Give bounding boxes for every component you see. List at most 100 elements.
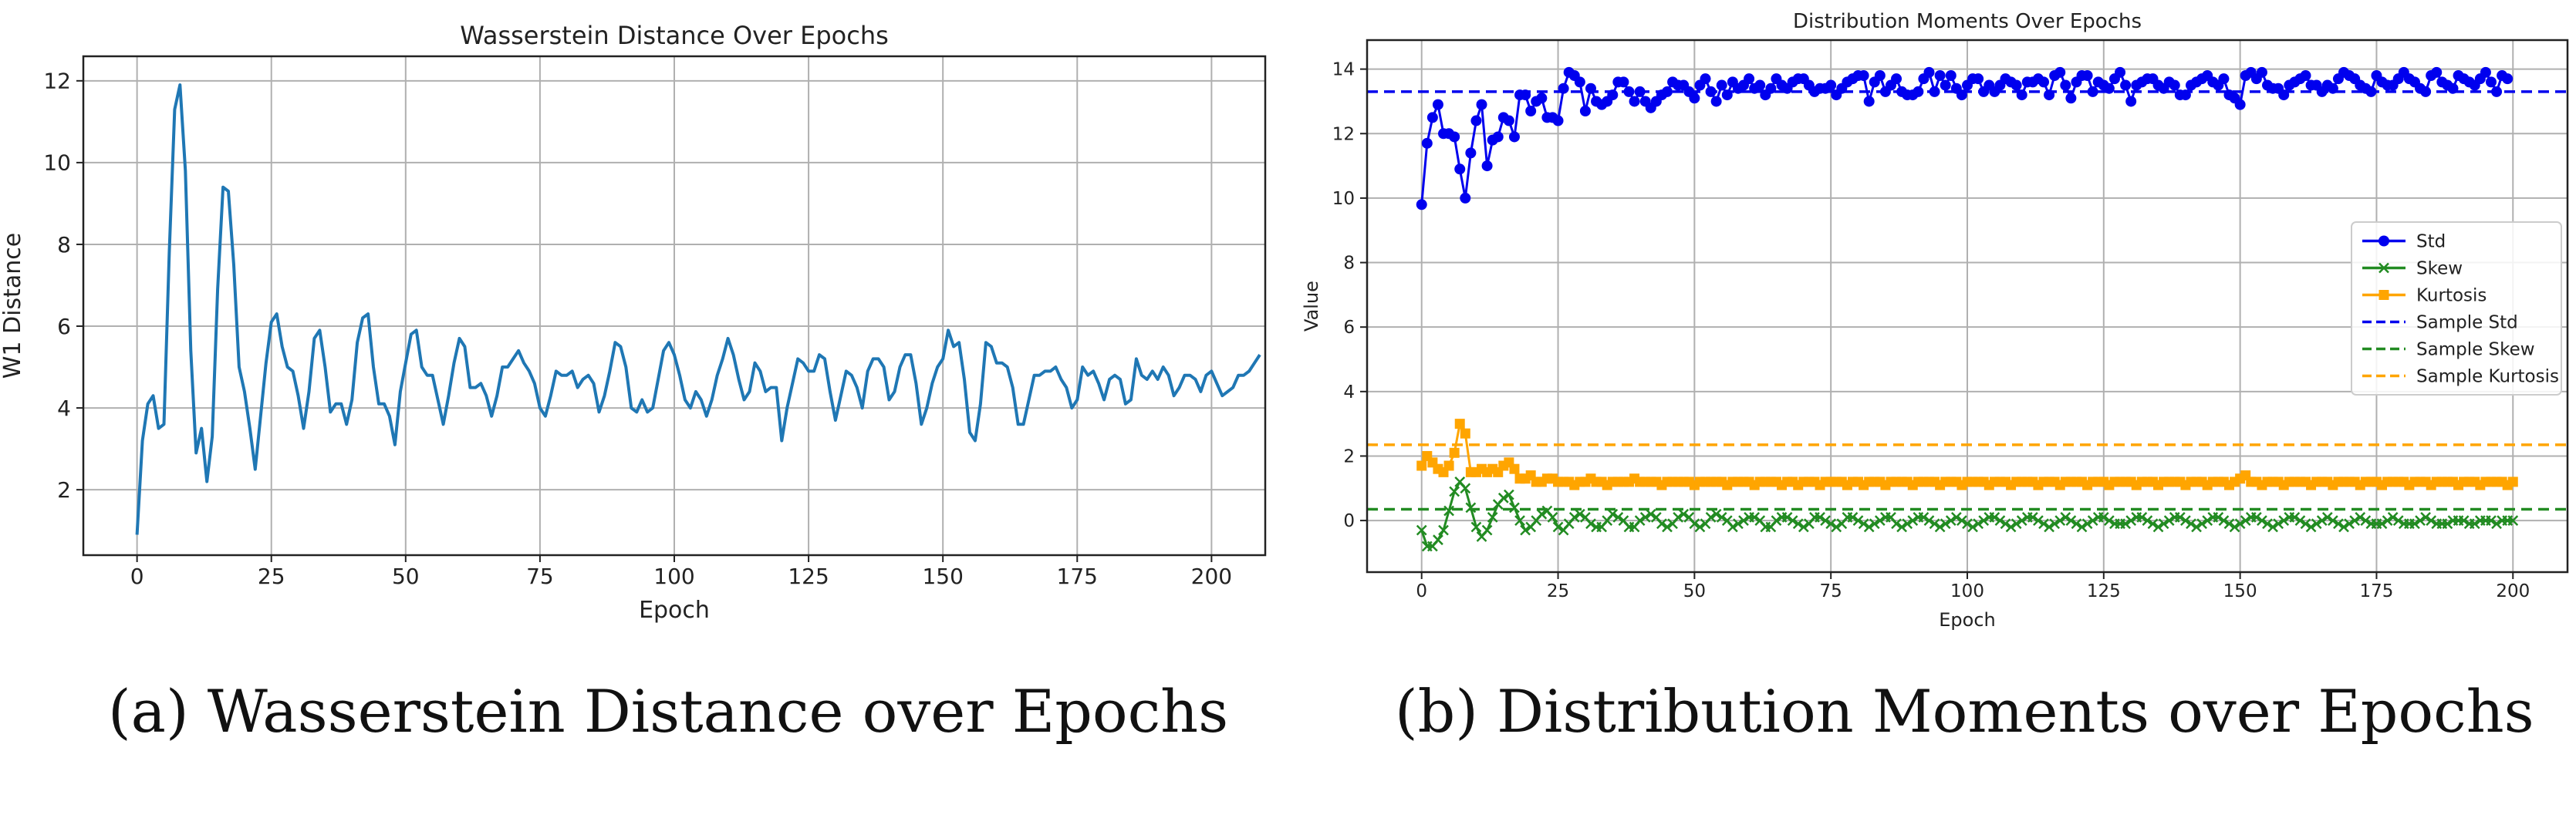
data-point — [2115, 66, 2126, 78]
data-point — [2355, 512, 2366, 523]
data-point — [1891, 518, 1902, 530]
data-point — [1863, 521, 1875, 533]
data-point — [2223, 518, 2235, 530]
data-point — [2054, 515, 2066, 526]
data-point — [2360, 515, 2372, 526]
data-point — [2191, 521, 2202, 533]
series-1 — [135, 83, 1261, 535]
data-point — [1891, 73, 1902, 85]
data-point — [1662, 86, 1673, 97]
x-tick-label: 150 — [922, 564, 963, 589]
data-point — [2327, 515, 2338, 526]
data-point — [1449, 131, 1460, 143]
data-point — [2273, 518, 2284, 530]
data-point — [1673, 512, 1684, 523]
y-tick-label: 10 — [43, 150, 71, 176]
legend-label: Kurtosis — [2416, 286, 2487, 306]
x-tick-label: 50 — [392, 564, 420, 589]
x-tick-label: 200 — [1191, 564, 1232, 589]
x-tick-label: 75 — [526, 564, 554, 589]
data-point — [1863, 96, 1875, 107]
data-point — [2196, 518, 2208, 530]
data-point — [2186, 518, 2196, 530]
data-point — [2027, 512, 2038, 523]
data-point — [1508, 131, 1520, 143]
data-point — [2311, 518, 2322, 530]
legend-label: Sample Kurtosis — [2416, 367, 2559, 387]
data-point — [1754, 79, 1766, 91]
data-point — [2387, 512, 2399, 523]
data-point — [1547, 512, 1558, 523]
data-point — [1710, 96, 1722, 107]
data-point — [2376, 518, 2388, 530]
data-point — [1481, 524, 1493, 536]
data-point — [2104, 515, 2115, 526]
data-point — [1421, 137, 1433, 149]
data-point — [1847, 512, 1859, 523]
data-point — [1744, 73, 1755, 85]
x-tick-label: 175 — [2360, 581, 2394, 601]
data-point — [1694, 521, 1706, 533]
data-point — [1504, 489, 1514, 500]
data-point — [2071, 518, 2082, 530]
data-point — [1978, 515, 1990, 526]
data-point — [1923, 515, 1935, 526]
data-point — [1449, 447, 1460, 458]
x-tick-label: 150 — [2223, 581, 2257, 601]
y-tick-label: 2 — [57, 477, 71, 503]
series-kurtosis — [1416, 419, 2518, 490]
data-point — [1727, 521, 1738, 533]
data-point — [2229, 521, 2240, 533]
data-point — [2294, 515, 2306, 526]
data-point — [1716, 512, 1727, 523]
data-point — [1607, 508, 1619, 520]
data-point — [2344, 518, 2355, 530]
data-point — [1470, 115, 1482, 126]
data-point — [1710, 508, 1722, 520]
data-point — [1574, 508, 1585, 520]
data-point — [2420, 512, 2431, 523]
data-point — [1929, 518, 1940, 530]
data-point — [1956, 515, 1967, 526]
data-point — [2098, 512, 2109, 523]
data-point — [1869, 518, 1880, 530]
data-point — [2010, 79, 2022, 91]
data-point — [2033, 515, 2044, 526]
y-tick-label: 12 — [43, 69, 71, 94]
data-point — [1509, 463, 1520, 474]
data-point — [2163, 515, 2175, 526]
data-point — [1716, 79, 1727, 91]
data-point — [2485, 76, 2497, 88]
data-point — [2409, 518, 2420, 530]
data-point — [2250, 512, 2262, 523]
data-point — [1940, 518, 1951, 530]
x-axis-label: Epoch — [1939, 609, 1996, 631]
data-point — [1492, 131, 1504, 143]
x-tick-label: 0 — [130, 564, 144, 589]
data-point — [1574, 76, 1585, 88]
y-tick-label: 8 — [57, 232, 71, 258]
data-point — [2038, 76, 2050, 88]
data-point — [1874, 515, 1886, 526]
data-point — [1634, 515, 1646, 526]
data-point — [1481, 160, 1493, 172]
data-point — [2169, 79, 2180, 91]
data-point — [2234, 99, 2246, 110]
series-line — [135, 83, 1261, 535]
data-point — [1433, 534, 1443, 546]
data-point — [1476, 99, 1487, 110]
data-point — [1902, 518, 1913, 530]
data-point — [2060, 79, 2071, 91]
x-tick-label: 75 — [1820, 581, 1842, 601]
data-point — [1612, 512, 1624, 523]
data-point — [1820, 515, 1831, 526]
data-point — [2349, 515, 2361, 526]
data-point — [2218, 73, 2230, 85]
data-point — [1934, 521, 1946, 533]
data-point — [2442, 518, 2453, 530]
data-point — [1771, 515, 1782, 526]
x-tick-label: 0 — [1416, 581, 1427, 601]
data-point — [1825, 518, 1837, 530]
data-point — [1700, 73, 1711, 85]
data-point — [1815, 512, 1825, 523]
